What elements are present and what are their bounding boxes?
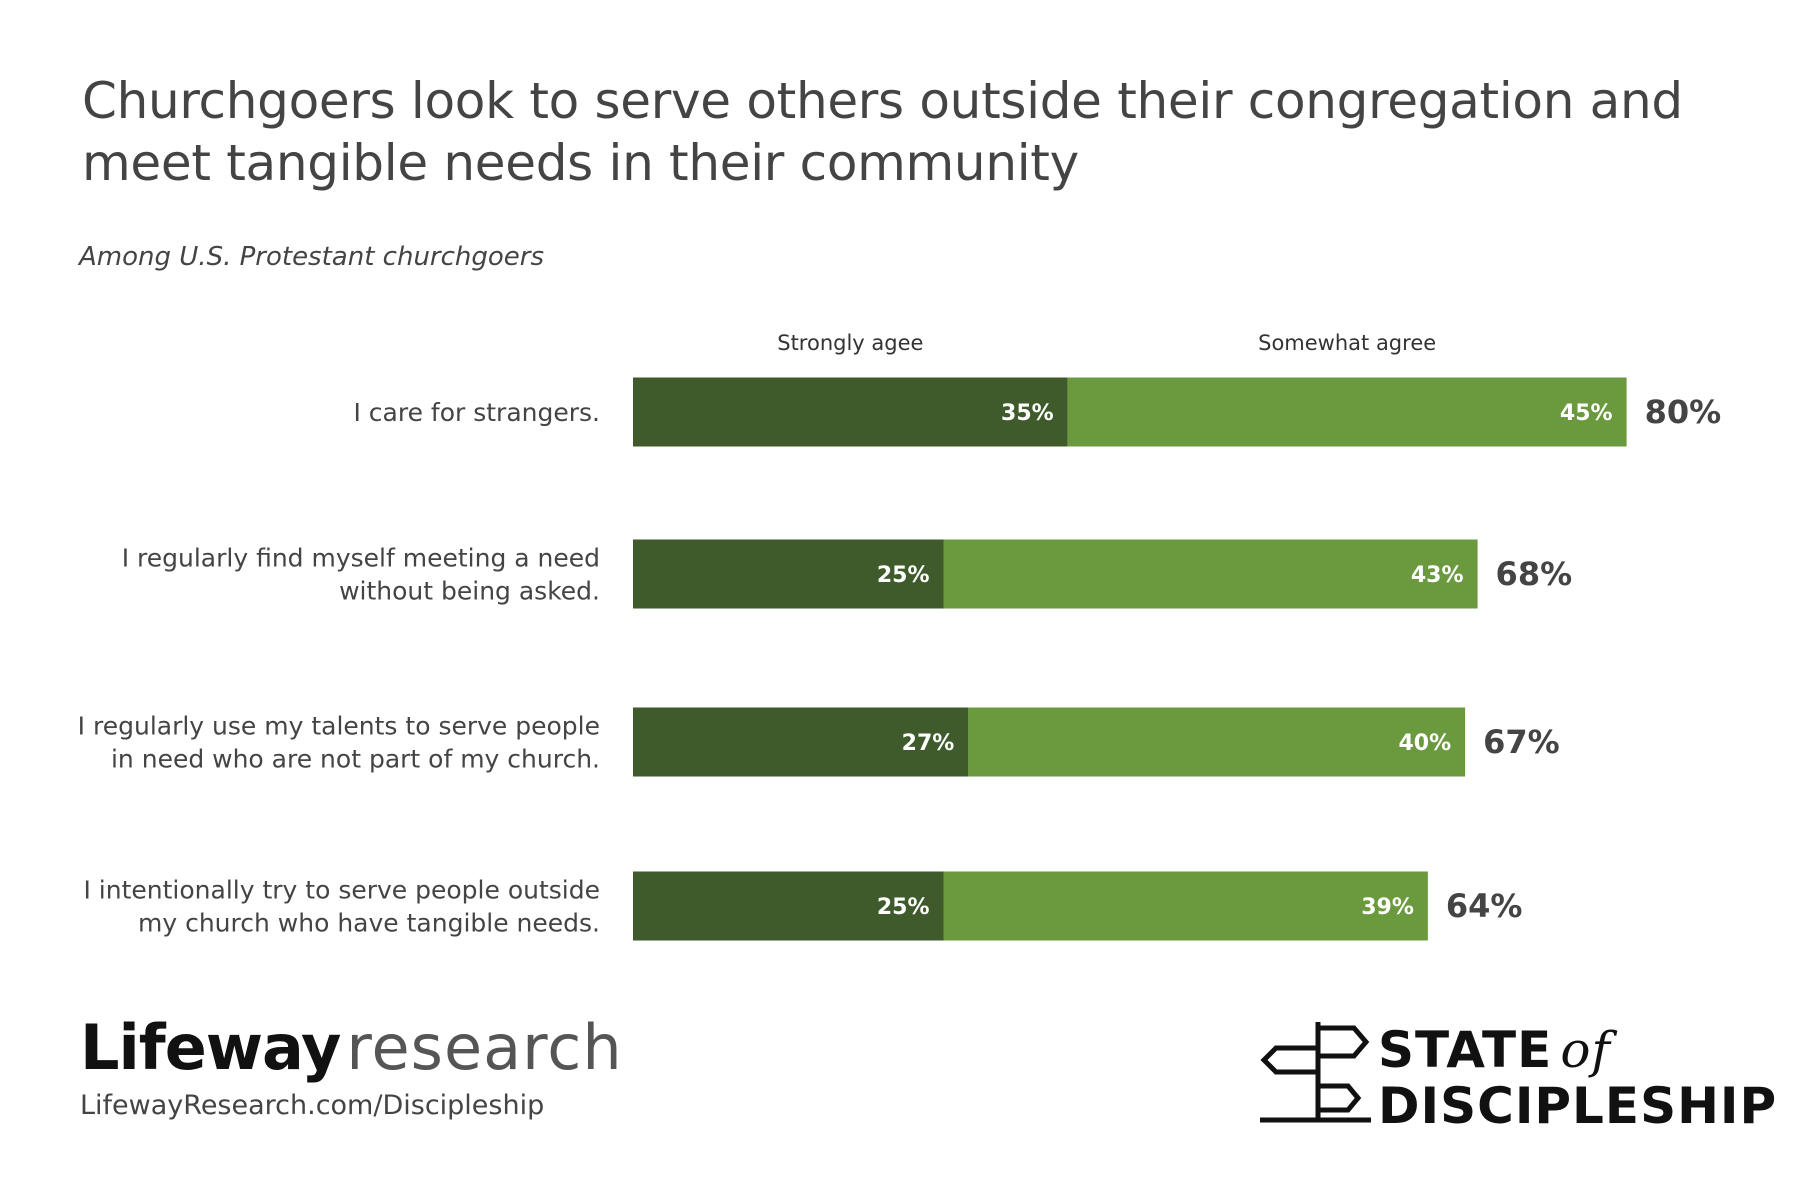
legend-label-strongly: Strongly agee [777, 331, 923, 355]
lifeway-research-logo: Lifewayresearch [80, 1012, 623, 1084]
category-label: my church who have tangible needs. [138, 909, 600, 938]
bar-strongly-agree [633, 377, 1068, 447]
total-label: 67% [1483, 723, 1560, 761]
bar-somewhat-agree [943, 539, 1478, 609]
legend-label-somewhat: Somewhat agree [1258, 331, 1436, 355]
data-label: 40% [1398, 731, 1451, 756]
bar-strongly-agree [633, 539, 944, 609]
sod-discipleship-text: DISCIPLESHIP [1378, 1077, 1778, 1135]
state-of-discipleship-logo: STATE of DISCIPLESHIP [1378, 1022, 1777, 1134]
bar-strongly-agree [633, 871, 944, 941]
bar-somewhat-agree [1067, 377, 1627, 447]
stacked-bar-chart: Strongly agee Somewhat agree I care for st… [78, 331, 1722, 941]
source-url: LifewayResearch.com/Discipleship [80, 1090, 545, 1121]
data-label: 27% [902, 731, 955, 756]
category-label: I regularly use my talents to serve peop… [78, 712, 600, 741]
data-label: 39% [1361, 895, 1414, 920]
chart-title: Churchgoers look to serve others outside… [82, 72, 1683, 192]
data-label: 25% [877, 895, 930, 920]
category-label: I intentionally try to serve people outs… [83, 876, 600, 905]
data-label: 25% [877, 563, 930, 588]
category-label: I regularly find myself meeting a need [122, 544, 600, 573]
data-label: 45% [1560, 401, 1613, 426]
category-label: in need who are not part of my church. [111, 745, 600, 774]
data-label: 35% [1001, 401, 1054, 426]
logo-research-text: research [346, 1011, 623, 1084]
category-label: without being asked. [339, 577, 600, 606]
category-label: I care for strangers. [353, 398, 600, 427]
logo-lifeway-text: Lifeway [80, 1011, 341, 1084]
bar-strongly-agree [633, 707, 969, 777]
sod-state-text: STATE [1378, 1021, 1553, 1079]
signpost-icon [1260, 1022, 1371, 1123]
bar-somewhat-agree [943, 871, 1428, 941]
sod-of-text: of [1560, 1021, 1611, 1079]
data-label: 43% [1411, 563, 1464, 588]
total-label: 64% [1446, 887, 1523, 925]
total-label: 80% [1645, 393, 1722, 431]
bar-somewhat-agree [968, 707, 1466, 777]
total-label: 68% [1496, 555, 1573, 593]
chart-subtitle: Among U.S. Protestant churchgoers [79, 242, 545, 272]
